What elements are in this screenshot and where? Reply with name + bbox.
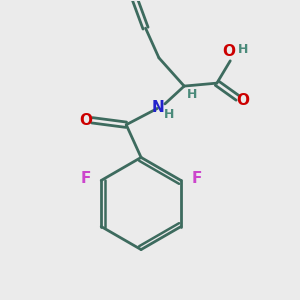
Text: O: O [236, 94, 250, 109]
Text: F: F [191, 171, 202, 186]
Text: H: H [164, 108, 174, 121]
Text: F: F [80, 171, 91, 186]
Text: O: O [79, 113, 92, 128]
Text: H: H [187, 88, 198, 101]
Text: H: H [238, 43, 248, 56]
Text: N: N [152, 100, 164, 115]
Text: O: O [222, 44, 235, 59]
